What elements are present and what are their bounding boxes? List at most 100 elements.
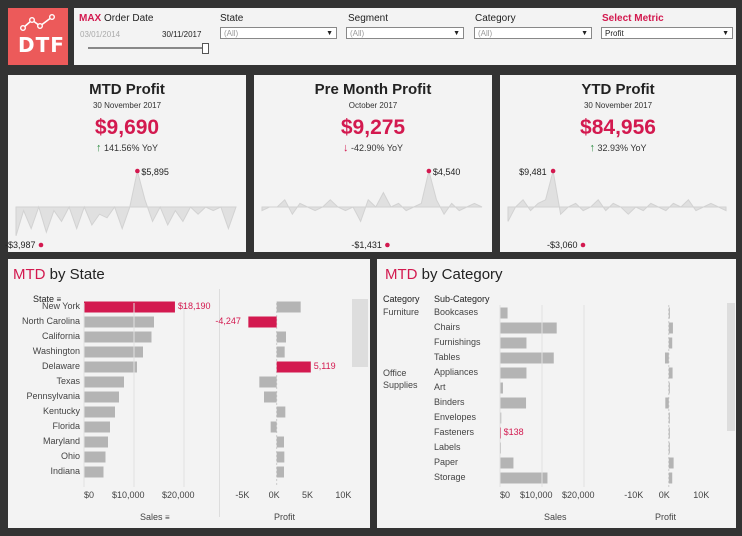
profit-bar[interactable]: [276, 451, 285, 463]
profit-bar[interactable]: [264, 391, 277, 403]
sales-bar[interactable]: [500, 322, 557, 334]
profit-tick-label: -5K: [235, 490, 250, 500]
state-scrollbar[interactable]: [352, 299, 368, 367]
sales-bar[interactable]: [500, 307, 508, 319]
profit-bar[interactable]: [276, 466, 284, 478]
arrow-up-icon: ↑: [589, 142, 595, 154]
subcategory-column-header: Sub-Category: [434, 294, 490, 304]
profit-bar[interactable]: [276, 436, 284, 448]
profit-axis-title: Profit: [274, 512, 296, 522]
profit-bar[interactable]: [276, 346, 285, 358]
category-scrollbar[interactable]: [727, 303, 735, 431]
sales-bar[interactable]: [84, 406, 115, 418]
profit-bar[interactable]: [270, 421, 277, 433]
sales-bar[interactable]: [84, 301, 175, 313]
category-group-label: Furniture: [383, 307, 420, 317]
sales-bar[interactable]: [500, 382, 503, 394]
sales-bar[interactable]: [84, 361, 137, 373]
subcategory-row-label: Art: [434, 382, 446, 392]
sales-tick-label: $0: [84, 490, 95, 500]
state-row-label: Ohio: [60, 451, 80, 461]
kpi-date: 30 November 2017: [583, 101, 653, 110]
sales-bar[interactable]: [84, 451, 106, 463]
profit-bar[interactable]: [668, 442, 670, 454]
profit-bar[interactable]: [668, 472, 673, 484]
sort-icon[interactable]: ≡: [56, 295, 62, 304]
profit-bar[interactable]: [276, 406, 286, 418]
segment-filter-label: Segment: [348, 13, 389, 24]
profit-bar[interactable]: [668, 427, 670, 439]
kpi-sparkline: [261, 168, 483, 248]
segment-dropdown[interactable]: (All) ▼: [346, 27, 464, 39]
kpi-sparkline: [507, 168, 727, 248]
profit-bar[interactable]: [276, 301, 301, 313]
chevron-down-icon: ▼: [581, 30, 588, 37]
profit-bar[interactable]: [259, 376, 277, 388]
date-slider-handle[interactable]: [202, 43, 209, 54]
sparkline-min-label: -$3,060: [547, 240, 578, 250]
state-dropdown[interactable]: (All) ▼: [220, 27, 337, 39]
profit-bar[interactable]: [668, 367, 673, 379]
trend-icon: [20, 14, 56, 31]
kpi-title: Pre Month Profit: [314, 81, 432, 98]
profit-tick-label: 0K: [658, 490, 670, 500]
data-label: 5,119: [313, 361, 336, 371]
sales-bar[interactable]: [84, 391, 119, 403]
state-row-label: Texas: [56, 376, 80, 386]
profit-tick-label: 5K: [302, 490, 314, 500]
metric-dropdown[interactable]: Profit ▼: [601, 27, 733, 39]
date-range-slider[interactable]: [88, 47, 204, 49]
profit-bar[interactable]: [668, 412, 670, 424]
sales-bar[interactable]: [84, 316, 154, 328]
kpi-date: 30 November 2017: [92, 101, 162, 110]
state-filter-label: State: [220, 13, 244, 24]
sparkline-min-dot: [580, 242, 586, 248]
sales-bar[interactable]: [84, 466, 104, 478]
profit-axis-title: Profit: [655, 512, 677, 522]
state-chart: [83, 301, 311, 487]
sales-bar[interactable]: [84, 436, 108, 448]
state-row-label: Maryland: [42, 436, 80, 446]
subcategory-row-label: Paper: [434, 457, 459, 467]
sales-bar[interactable]: [500, 457, 514, 469]
sparkline-min-dot: [385, 242, 390, 248]
sales-bar[interactable]: [500, 367, 527, 379]
date-end: 30/11/2017: [162, 30, 202, 39]
sales-bar[interactable]: [84, 376, 124, 388]
subcategory-row-label: Bookcases: [434, 307, 479, 317]
sales-bar[interactable]: [500, 337, 527, 349]
profit-bar[interactable]: [668, 337, 673, 349]
profit-bar[interactable]: [668, 307, 670, 319]
mtd-by-state-panel: MTD by State State ≡ Sales ≡ Profit New …: [8, 259, 370, 528]
sales-axis-title[interactable]: Sales ≡: [140, 512, 170, 522]
state-column-header[interactable]: State ≡: [33, 294, 62, 304]
sales-tick-label: $0: [500, 490, 511, 500]
sales-bar[interactable]: [500, 412, 502, 424]
sales-axis-title: Sales: [544, 512, 567, 522]
profit-bar[interactable]: [664, 352, 669, 364]
profit-bar[interactable]: [248, 316, 277, 328]
profit-bar[interactable]: [668, 382, 670, 394]
profit-bar[interactable]: [665, 397, 669, 409]
sales-bar[interactable]: [500, 352, 554, 364]
sales-tick-label: $20,000: [162, 490, 195, 500]
subcategory-row-label: Envelopes: [434, 412, 477, 422]
subcategory-row-label: Appliances: [434, 367, 479, 377]
category-group-label: Office Supplies: [383, 368, 418, 390]
sales-bar[interactable]: [500, 472, 548, 484]
sales-bar[interactable]: [84, 346, 143, 358]
sales-bar[interactable]: [500, 397, 527, 409]
state-row-label: Indiana: [50, 466, 80, 476]
category-filter-label: Category: [475, 13, 516, 24]
sales-bar[interactable]: [84, 331, 152, 343]
category-dropdown[interactable]: (All) ▼: [474, 27, 592, 39]
data-label: $138: [503, 427, 524, 437]
sort-icon[interactable]: ≡: [165, 513, 170, 522]
category-chart: [499, 305, 674, 487]
state-row-label: New York: [41, 301, 80, 311]
sales-bar[interactable]: [84, 421, 110, 433]
profit-bar[interactable]: [276, 361, 311, 373]
profit-bar[interactable]: [668, 322, 673, 334]
profit-bar[interactable]: [668, 457, 674, 469]
profit-bar[interactable]: [276, 331, 286, 343]
